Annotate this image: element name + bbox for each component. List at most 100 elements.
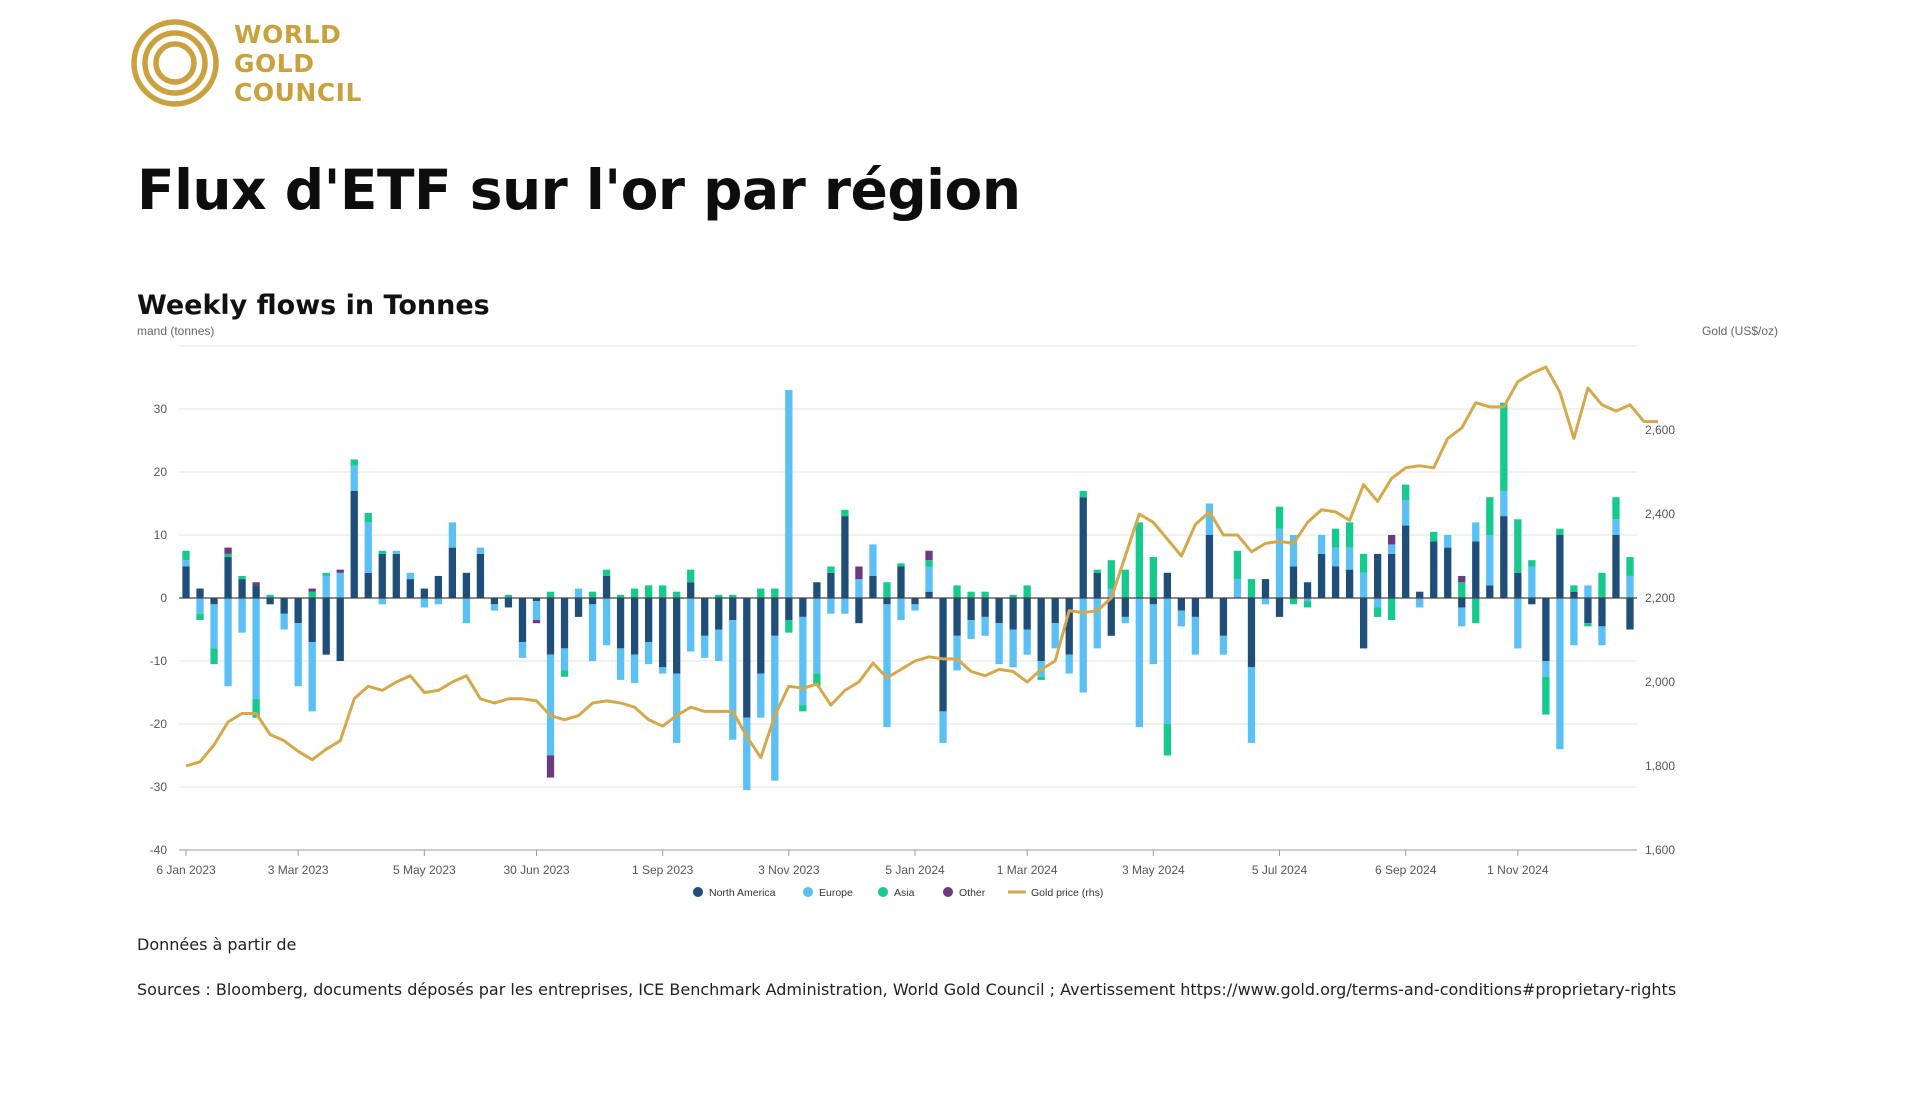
bar-europe <box>462 598 471 624</box>
bar-north-america <box>1388 553 1396 598</box>
bar-asia <box>560 670 569 677</box>
bar-north-america <box>182 566 190 598</box>
bar-europe <box>434 598 443 605</box>
bar-north-america <box>1009 598 1017 630</box>
bar-asia <box>1514 519 1522 573</box>
bar-asia <box>1275 506 1284 529</box>
bar-europe <box>1598 626 1606 646</box>
bar-north-america <box>799 598 807 617</box>
bar-north-america <box>1472 541 1480 598</box>
bar-north-america <box>1570 591 1578 598</box>
bar-north-america <box>981 598 989 617</box>
bar-europe <box>1261 598 1270 605</box>
bar-north-america <box>532 598 541 602</box>
bar-asia <box>1373 607 1382 617</box>
bar-europe <box>322 575 330 598</box>
bar-north-america <box>364 572 372 598</box>
logo-line-1: WORLD <box>234 19 342 49</box>
legend-dot-swatch <box>693 887 703 897</box>
bar-europe <box>1556 598 1564 750</box>
bar-north-america <box>630 598 639 655</box>
legend-label: North America <box>709 887 776 899</box>
bar-north-america <box>1556 535 1564 598</box>
bar-north-america <box>1430 541 1438 598</box>
chart-subtitle: Weekly flows in Tonnes <box>137 290 490 321</box>
bar-north-america <box>1219 598 1228 636</box>
bar-asia <box>785 620 793 633</box>
bar-north-america <box>925 591 933 598</box>
bar-asia <box>266 594 274 598</box>
bar-europe <box>1514 598 1522 649</box>
bar-europe <box>406 572 414 580</box>
bar-europe <box>1009 629 1017 668</box>
bar-asia <box>757 588 765 598</box>
bar-north-america <box>687 582 695 598</box>
bar-europe <box>1191 616 1200 655</box>
bar-north-america <box>743 598 751 718</box>
bar-europe <box>925 566 933 592</box>
x-tick-label: 1 Sep 2023 <box>632 863 694 877</box>
y-tick-label: 30 <box>154 402 168 416</box>
bar-north-america <box>588 598 597 605</box>
bar-europe <box>1584 585 1592 598</box>
bar-europe <box>574 588 583 598</box>
bar-asia <box>1121 569 1129 598</box>
bar-north-america <box>869 575 877 598</box>
x-tick-label: 6 Sep 2024 <box>1375 863 1437 877</box>
bar-north-america <box>1289 566 1298 598</box>
bar-europe <box>1065 654 1073 674</box>
bar-asia <box>715 594 723 598</box>
chart-legend: North America Europe Asia Other Gold price (… <box>693 887 1103 899</box>
bar-europe <box>785 390 793 598</box>
bar-europe <box>616 648 625 680</box>
bar-north-america <box>673 598 681 674</box>
y-tick-label: 10 <box>154 528 168 542</box>
bar-asia <box>210 648 218 665</box>
bar-north-america <box>1107 598 1115 636</box>
x-tick-label: 1 Nov 2024 <box>1487 863 1549 877</box>
bar-europe <box>911 604 919 611</box>
x-tick-label: 5 May 2023 <box>393 863 456 877</box>
x-tick-label: 3 Nov 2023 <box>758 863 820 877</box>
bar-north-america <box>420 588 428 598</box>
x-tick-label: 5 Jul 2024 <box>1252 863 1308 877</box>
bar-europe <box>280 613 288 630</box>
legend-dot-swatch <box>803 887 813 897</box>
bar-asia <box>1331 528 1340 548</box>
bar-north-america <box>1177 598 1186 611</box>
bar-asia <box>182 550 190 561</box>
bar-asia <box>1388 598 1396 621</box>
bar-europe <box>701 635 709 658</box>
right-axis-title: Gold (US$/oz) <box>1702 324 1778 338</box>
bar-other <box>308 588 316 592</box>
bar-europe <box>687 598 695 652</box>
bar-europe <box>1472 522 1480 542</box>
bar-other <box>855 566 863 580</box>
y-tick-label: 0 <box>160 591 167 605</box>
legend-dot-swatch <box>943 887 953 897</box>
bar-europe <box>196 598 204 614</box>
bar-asia <box>1612 497 1620 520</box>
bar-europe <box>308 642 316 712</box>
legend-item-north-america: North America <box>693 887 776 899</box>
legend-item-europe: Europe <box>803 887 853 899</box>
bar-north-america <box>1191 598 1200 617</box>
bar-asia <box>1079 490 1087 498</box>
bar-asia <box>1500 402 1508 491</box>
bar-europe <box>1205 503 1214 535</box>
x-tick-label: 3 May 2024 <box>1122 863 1185 877</box>
legend-item-other: Other <box>943 887 986 899</box>
bar-europe <box>294 623 302 687</box>
bar-north-america <box>644 598 653 643</box>
bar-asia <box>602 569 611 576</box>
bar-north-america <box>280 598 288 614</box>
bar-europe <box>1275 528 1284 598</box>
bar-north-america <box>1163 572 1172 598</box>
bar-europe <box>1570 598 1578 646</box>
gold-rings-icon <box>131 19 219 107</box>
bar-asia <box>1584 623 1592 627</box>
gold-price-line <box>185 365 1658 768</box>
bar-north-america <box>406 579 414 598</box>
bar-other <box>224 547 232 554</box>
bar-north-america <box>490 598 499 605</box>
